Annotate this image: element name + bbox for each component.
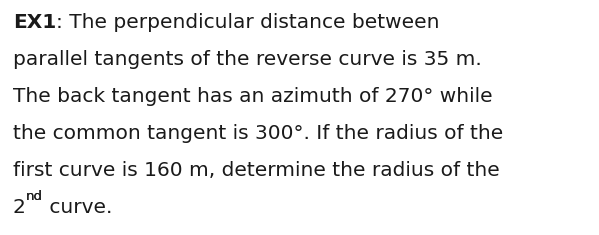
Text: curve.: curve. — [43, 198, 112, 217]
Text: nd: nd — [26, 190, 43, 204]
Text: 2: 2 — [13, 198, 26, 217]
Text: : The perpendicular distance between: : The perpendicular distance between — [56, 13, 440, 32]
Text: parallel tangents of the reverse curve is 35 m.: parallel tangents of the reverse curve i… — [13, 50, 482, 69]
Text: EX1: EX1 — [13, 13, 56, 32]
Text: first curve is 160 m, determine the radius of the: first curve is 160 m, determine the radi… — [13, 161, 500, 180]
Text: the common tangent is 300°. If the radius of the: the common tangent is 300°. If the radiu… — [13, 124, 503, 143]
Text: nd: nd — [26, 190, 43, 204]
Text: The back tangent has an azimuth of 270° while: The back tangent has an azimuth of 270° … — [13, 87, 492, 106]
